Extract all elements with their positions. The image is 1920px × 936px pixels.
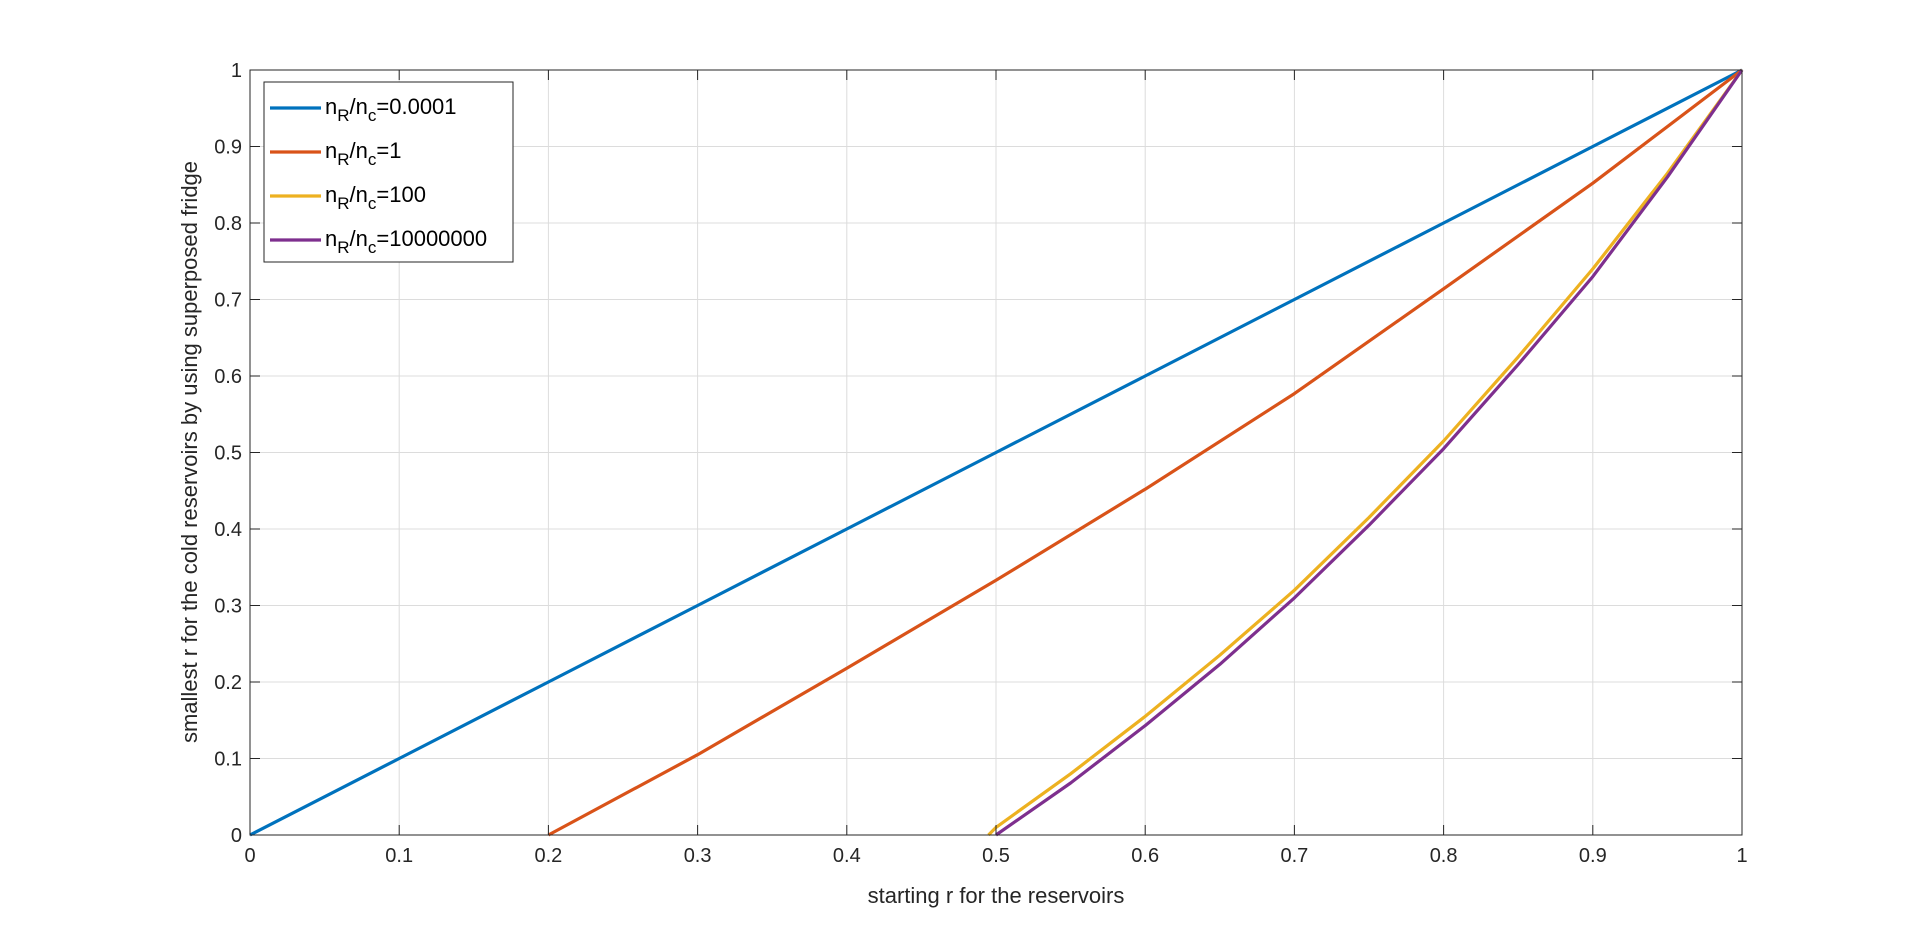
x-tick-label: 0.7 [1280,845,1308,867]
legend-label-part: R [337,238,349,257]
x-tick-label: 1 [1736,845,1747,867]
legend-label-part: /n [350,226,368,251]
x-tick-label: 0.5 [982,845,1010,867]
x-tick-label: 0.2 [534,845,562,867]
legend-label-part: n [325,94,337,119]
legend-label: nR/nc=0.0001 [325,94,457,125]
y-axis-label: smallest r for the cold reservoirs by us… [177,161,202,743]
y-tick-label: 0 [231,825,242,847]
legend: nR/nc=0.0001nR/nc=1nR/nc=100nR/nc=100000… [263,81,514,263]
y-tick-label: 0.2 [214,672,242,694]
legend-label-part: R [337,150,349,169]
x-axis-label: starting r for the reservoirs [868,883,1125,908]
legend-label-part: R [337,194,349,213]
legend-label-part: /n [350,94,368,119]
legend-label-part: c [368,106,377,125]
legend-label-part: c [368,238,377,257]
legend-label: nR/nc=1 [325,138,401,169]
legend-box [263,81,514,263]
legend-label-part: /n [350,138,368,163]
axis-ticks: 0 0.1 0.2 0.3 0.4 0.5 0.6 0.7 0.8 0.9 1 0 0.1 0.2 0.3 0… [214,60,1747,867]
x-tick-label: 0.6 [1131,845,1159,867]
legend-label: nR/nc=10000000 [325,226,487,257]
legend-label-part: n [325,226,337,251]
legend-label-part: n [325,182,337,207]
legend-entry-1: nR/nc=0.0001 [270,94,457,125]
legend-label-part: =1 [376,138,401,163]
legend-entry-4: nR/nc=10000000 [270,226,487,257]
x-tick-label: 0.9 [1579,845,1607,867]
y-tick-label: 0.1 [214,749,242,771]
x-tick-label: 0.1 [385,845,413,867]
x-tick-label: 0.4 [833,845,861,867]
series-lines [249,68,1744,837]
y-tick-label: 0.8 [214,213,242,235]
legend-label-part: =0.0001 [376,94,456,119]
legend-label-part: R [337,106,349,125]
legend-label-part: c [368,150,377,169]
x-tick-label: 0.3 [684,845,712,867]
legend-label-part: c [368,194,377,213]
legend-label-part: =100 [376,182,426,207]
y-tick-label: 0.3 [214,596,242,618]
legend-label-part: n [325,138,337,163]
y-tick-label: 0.7 [214,290,242,312]
legend-label-part: =10000000 [376,226,487,251]
y-tick-label: 0.5 [214,443,242,465]
x-tick-label: 0 [244,845,255,867]
y-tick-label: 0.4 [214,519,242,541]
x-tick-label: 0.8 [1430,845,1458,867]
y-tick-label: 0.9 [214,137,242,159]
series-line-1 [249,68,1743,837]
series-line-4 [995,69,1744,837]
legend-label: nR/nc=100 [325,182,426,213]
legend-entry-3: nR/nc=100 [270,182,426,213]
grid [250,70,1742,835]
series-line-3 [987,69,1744,837]
legend-entry-2: nR/nc=1 [270,138,401,169]
legend-label-part: /n [350,182,368,207]
y-tick-label: 0.6 [214,366,242,388]
y-tick-label: 1 [231,60,242,82]
series-line-2 [547,68,1743,837]
